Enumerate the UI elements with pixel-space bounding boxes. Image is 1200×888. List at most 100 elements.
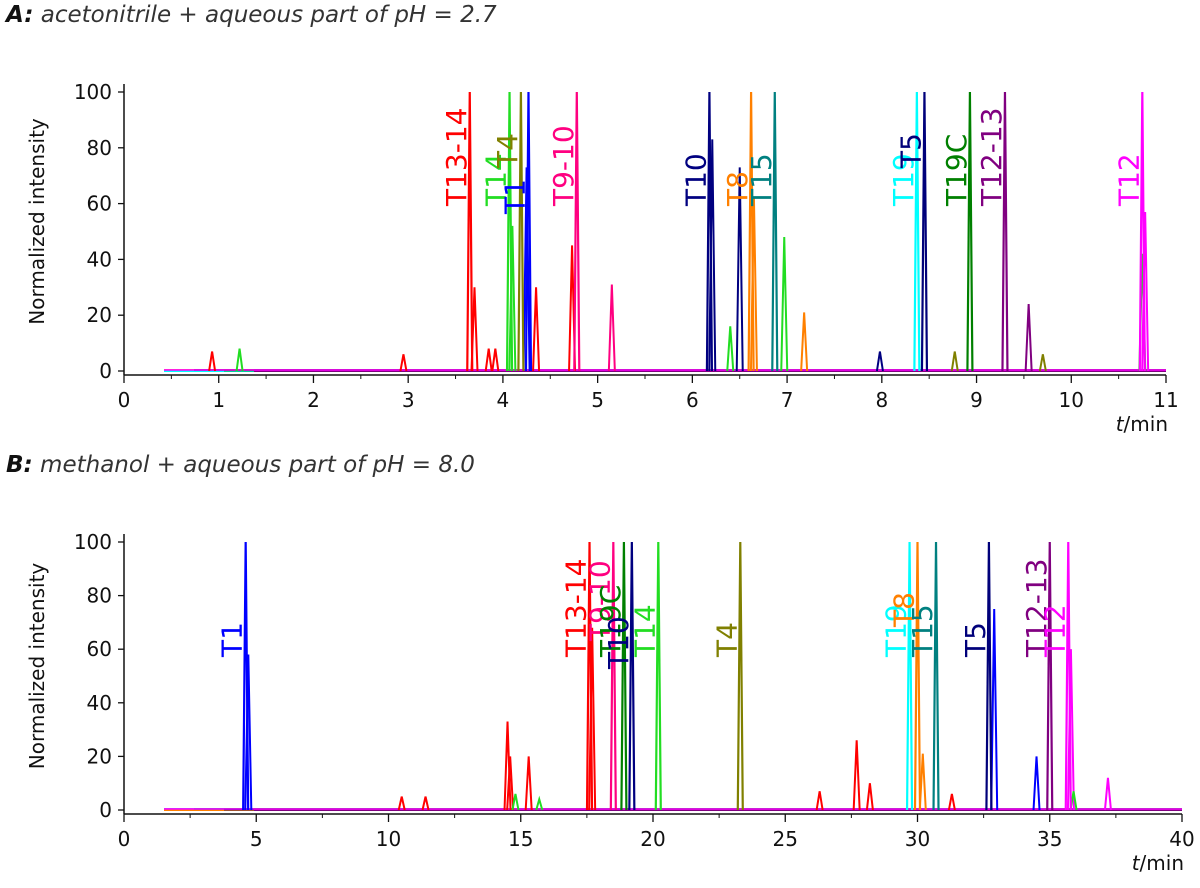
x-tick-label: 5 [591, 388, 604, 412]
y-axis-title: Normalized intensity [25, 118, 49, 325]
x-tick-label: 15 [508, 827, 533, 851]
peak-T10 [705, 91, 714, 372]
x-tick-label: 4 [497, 388, 510, 412]
peak-label-T4: T4 [710, 622, 743, 658]
minor-peak [535, 795, 544, 811]
x-tick-label: 10 [1059, 388, 1084, 412]
x-tick-label: 2 [307, 388, 320, 412]
peak-T19C [620, 541, 628, 811]
x-axis-title-unit: /min [1140, 851, 1184, 875]
peak-label-T1: T1 [498, 179, 531, 215]
peak-label-T9-10: T9-10 [547, 125, 580, 207]
x-axis-title: t/min [1116, 412, 1168, 436]
y-tick-label: 20 [87, 744, 112, 768]
peak-T4 [736, 541, 744, 811]
peak-T1 [242, 541, 250, 811]
peak-label-T9-10: T9-10 [583, 560, 616, 642]
peak-T14 [505, 91, 514, 372]
panel-a-letter: A: [6, 2, 34, 28]
y-tick-label: 100 [74, 80, 112, 104]
panel-b-letter: B: [6, 452, 33, 478]
peak-label-T15: T15 [745, 153, 778, 207]
minor-peak [1032, 756, 1041, 811]
minor-peak [524, 756, 533, 811]
y-tick-label: 80 [87, 136, 112, 160]
minor-peak [1103, 777, 1112, 811]
x-tick-label: 1 [212, 388, 225, 412]
peak-label-T19: T19 [880, 604, 913, 658]
panel-a-condition: acetonitrile + aqueous part of pH = 2.7 [40, 2, 497, 28]
peak-label-T12: T12 [1038, 604, 1071, 658]
x-tick-label: 25 [773, 827, 798, 851]
peak-label-T19C: T19C [940, 134, 973, 207]
peak-label-T12: T12 [1112, 153, 1145, 207]
peak-label-T5: T5 [894, 133, 927, 169]
peak-T9-10 [573, 91, 581, 372]
minor-peak [532, 287, 541, 372]
y-tick-label: 40 [87, 247, 112, 271]
peak-label-T12-13: T12-13 [975, 108, 1008, 207]
minor-peak [852, 740, 861, 811]
peak-label-T4: T4 [491, 133, 524, 169]
minor-peak [508, 225, 517, 372]
peak-label-T8: T8 [721, 171, 754, 207]
minor-peak [607, 284, 616, 372]
minor-peak [397, 796, 406, 811]
x-tick-label: 11 [1153, 388, 1178, 412]
minor-peak [1141, 211, 1150, 372]
x-tick-label: 0 [118, 827, 131, 851]
peak-T12 [1064, 541, 1072, 811]
panel-b-condition: methanol + aqueous part of pH = 8.0 [40, 452, 475, 478]
x-axis-title-unit: /min [1124, 412, 1168, 436]
peak-T13-14 [466, 91, 474, 372]
peak-label-T19C: T19C [594, 585, 627, 658]
minor-peak [1066, 649, 1075, 811]
minor-peak [990, 608, 999, 811]
x-tick-label: 5 [250, 827, 263, 851]
minor-peak [522, 167, 531, 372]
peak-label-T14: T14 [480, 153, 513, 207]
peak-T13-14 [585, 541, 594, 811]
x-tick-label: 8 [875, 388, 888, 412]
minor-peak [726, 326, 735, 372]
peak-T19 [913, 91, 921, 372]
y-tick-label: 0 [99, 359, 112, 383]
x-axis-title-var: t [1116, 412, 1125, 436]
panel-b-title: B: methanol + aqueous part of pH = 8.0 [6, 452, 475, 478]
peak-T15 [932, 541, 940, 811]
minor-peak [735, 167, 744, 372]
y-tick-label: 80 [87, 584, 112, 608]
minor-peak [506, 756, 515, 811]
x-tick-label: 6 [686, 388, 699, 412]
minor-peak [865, 783, 874, 811]
x-tick-label: 7 [781, 388, 794, 412]
x-tick-label: 3 [402, 388, 415, 412]
y-tick-label: 20 [87, 303, 112, 327]
minor-peak [780, 237, 789, 372]
x-tick-label: 30 [905, 827, 930, 851]
peak-T5 [920, 91, 929, 372]
peak-T12 [1138, 91, 1146, 372]
minor-peak [1024, 303, 1033, 372]
peak-label-T15: T15 [906, 604, 939, 658]
panel-a-title: A: acetonitrile + aqueous part of pH = 2… [6, 2, 497, 28]
y-tick-label: 60 [87, 637, 112, 661]
minor-peak [875, 351, 884, 372]
minor-peak [800, 312, 809, 372]
minor-peak [491, 348, 500, 372]
peak-label-T1: T1 [216, 622, 249, 658]
peak-T4 [517, 91, 525, 372]
minor-peak [208, 351, 217, 372]
peak-T1 [524, 91, 533, 372]
minor-peak [235, 348, 244, 372]
x-tick-label: 35 [1037, 827, 1062, 851]
minor-peak [749, 198, 758, 372]
x-tick-label: 0 [118, 388, 131, 412]
peak-T15 [771, 91, 779, 372]
x-tick-label: 10 [376, 827, 401, 851]
peak-label-T13-14: T13-14 [440, 108, 473, 207]
peak-T12-13 [1001, 91, 1009, 372]
peak-label-T14: T14 [628, 604, 661, 658]
